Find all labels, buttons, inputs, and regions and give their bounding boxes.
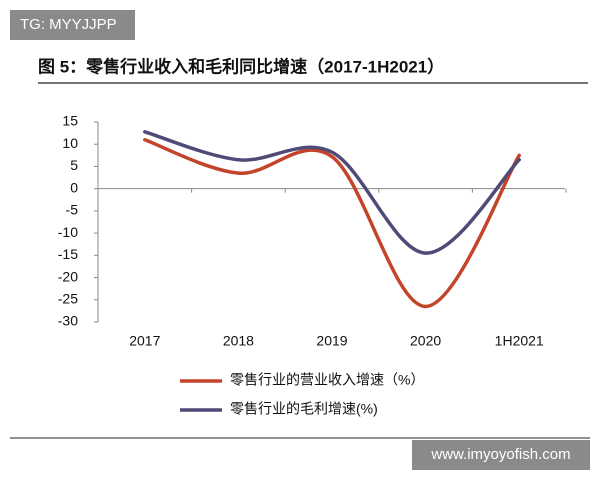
footer-watermark-box (412, 440, 590, 470)
y-tick-label: 15 (62, 113, 78, 129)
y-tick-label: -30 (58, 313, 78, 329)
series-line (143, 130, 521, 255)
y-tick-label: 10 (62, 135, 78, 151)
legend-label: 零售行业的营业收入增速（%） (230, 372, 424, 388)
y-tick-label: 5 (70, 157, 78, 173)
y-tick-label: -20 (58, 268, 78, 284)
x-tick-label: 2020 (410, 333, 441, 349)
x-tick-label: 1H2021 (495, 333, 544, 349)
watermark: TG: MYYJJPP (20, 16, 117, 33)
y-tick-label: -5 (66, 202, 79, 218)
y-tick-label: -10 (58, 224, 78, 240)
series-line (143, 138, 521, 309)
x-tick-label: 2018 (223, 333, 254, 349)
chart-title: 图 5：零售行业收入和毛利同比增速（2017-1H2021） (38, 56, 444, 76)
x-tick-label: 2017 (129, 333, 160, 349)
watermark-box (10, 10, 135, 40)
legend-label: 零售行业的毛利增速(%) (230, 401, 378, 417)
x-tick-label: 2019 (316, 333, 347, 349)
y-tick-label: -25 (58, 290, 78, 306)
y-tick-label: 0 (70, 179, 78, 195)
y-tick-label: -15 (58, 246, 78, 262)
footer-watermark: www.imyoyofish.com (430, 446, 570, 463)
